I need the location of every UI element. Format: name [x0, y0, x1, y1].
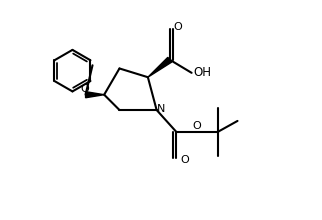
Text: O: O	[80, 84, 89, 94]
Text: O: O	[180, 155, 189, 165]
Text: O: O	[174, 22, 183, 32]
Text: N: N	[157, 104, 165, 114]
Text: O: O	[192, 121, 201, 131]
Polygon shape	[86, 92, 104, 98]
Polygon shape	[148, 57, 172, 77]
Text: OH: OH	[194, 66, 212, 79]
